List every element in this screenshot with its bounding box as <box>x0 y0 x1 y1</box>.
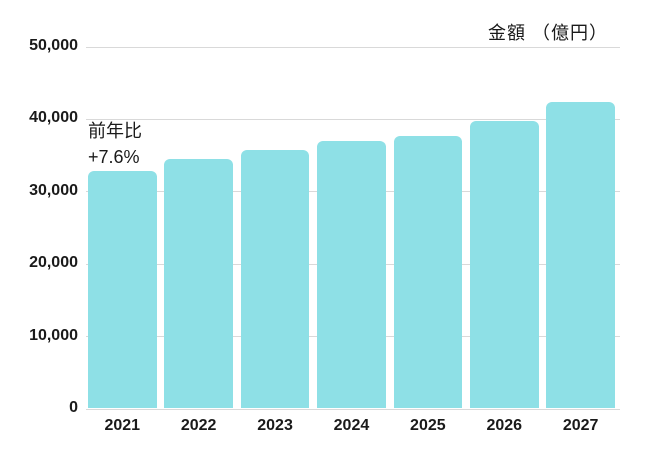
y-tick-label: 0 <box>69 399 78 416</box>
yoy-annotation: 前年比 +7.6% <box>88 118 142 170</box>
gridline <box>86 408 620 410</box>
x-tick-label: 2023 <box>257 417 293 434</box>
y-tick-label: 20,000 <box>29 254 78 272</box>
gridline <box>86 118 620 120</box>
bar-2026 <box>470 121 539 409</box>
bar-2022 <box>164 158 233 409</box>
y-tick-label: 30,000 <box>29 181 78 199</box>
bar-2023 <box>240 150 310 409</box>
x-tick-label: 2027 <box>562 417 599 434</box>
y-tick-label: 10,000 <box>29 326 78 344</box>
bar-2024 <box>317 140 386 409</box>
x-tick-label: 2021 <box>104 417 141 434</box>
bar-2021 <box>88 171 157 409</box>
bar-2027 <box>546 101 615 409</box>
bar-2025 <box>393 136 463 409</box>
x-tick-label: 2026 <box>486 417 523 434</box>
y-tick-label: 40,000 <box>29 109 78 127</box>
x-tick-label: 2024 <box>333 417 370 434</box>
x-tick-label: 2025 <box>410 417 446 434</box>
yoy-annotation-line2: +7.6% <box>88 147 140 167</box>
chart-title: 金額 （億円） <box>487 23 608 43</box>
gridline <box>86 46 620 48</box>
y-tick-label: 50,000 <box>29 37 78 54</box>
yoy-annotation-line1: 前年比 <box>88 121 142 141</box>
x-tick-label: 2022 <box>180 417 217 434</box>
